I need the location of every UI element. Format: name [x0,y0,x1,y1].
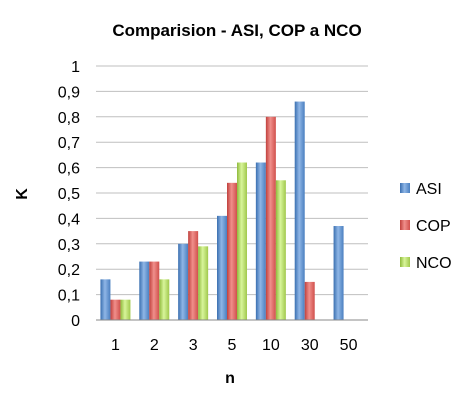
y-axis-label: K [14,188,31,200]
legend-swatch-cop [400,220,410,230]
x-tick-label: 5 [228,337,237,354]
bars [100,101,344,320]
x-tick-label: 2 [150,337,159,354]
bar-cop-5 [227,182,237,320]
x-tick-labels: 1 2 3 5 10 30 50 [111,337,358,354]
y-tick-label: 0,6 [58,161,80,178]
y-tick-label: 0 [71,313,80,330]
bar-asi-30 [294,101,305,320]
bar-asi-2 [139,261,150,320]
bar-nco-5 [237,162,247,320]
bar-cop-30 [304,281,315,320]
y-tick-label: 0,4 [58,211,80,228]
y-tick-label: 0,8 [58,110,80,127]
bar-nco-3 [198,246,209,320]
y-tick-label: 0,3 [58,237,80,254]
y-tick-label: 0,9 [58,84,80,101]
bar-asi-50 [333,226,344,320]
legend-label-cop: COP [416,218,451,235]
legend-label-asi: ASI [416,181,442,198]
bar-cop-2 [149,261,160,320]
bar-asi-5 [217,215,227,320]
legend-swatch-nco [400,257,410,267]
x-tick-label: 3 [189,337,198,354]
bar-cop-1 [110,299,121,320]
y-tick-label: 0,1 [58,288,80,305]
y-tick-label: 0,7 [58,135,80,152]
bar-nco-2 [159,279,170,320]
bar-cop-10 [265,116,276,320]
x-axis-label: n [225,370,235,387]
bar-nco-1 [120,299,131,320]
y-tick-label: 0,5 [58,186,80,203]
legend-swatch-asi [400,183,410,193]
x-tick-label: 30 [301,337,319,354]
legend: ASI COP NCO [400,181,452,272]
legend-label-nco: NCO [416,255,452,272]
y-tick-label: 0,2 [58,262,80,279]
chart-title: Comparision - ASI, COP a NCO [112,21,361,40]
bar-cop-3 [188,231,199,320]
x-tick-label: 1 [111,337,120,354]
y-tick-labels: 0 0,1 0,2 0,3 0,4 0,5 0,6 0,7 0,8 0,9 1 [58,59,80,330]
bar-asi-3 [178,243,189,320]
bar-asi-10 [255,162,266,320]
y-tick-label: 1 [71,59,80,76]
bar-nco-10 [275,180,286,320]
x-tick-label: 10 [262,337,280,354]
x-tick-label: 50 [340,337,358,354]
bar-asi-1 [100,279,111,320]
